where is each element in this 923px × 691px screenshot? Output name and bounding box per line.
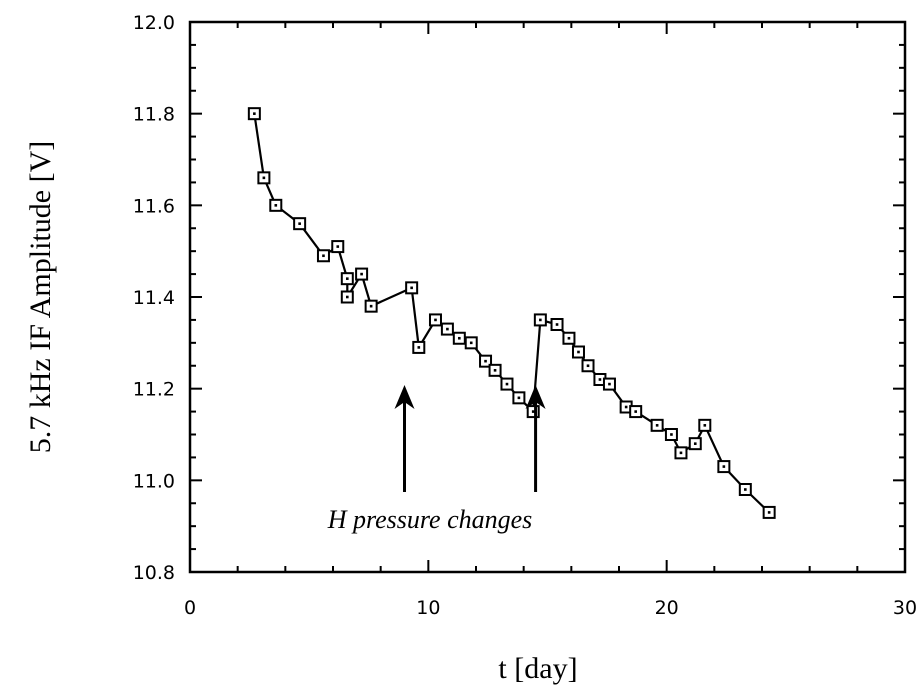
data-point-dot <box>253 112 256 115</box>
x-tick-label: 10 <box>416 597 440 619</box>
data-point-dot <box>679 451 683 455</box>
data-point-dot <box>693 442 697 445</box>
annotation-arrow-head <box>394 385 415 409</box>
data-point-dot <box>517 396 521 400</box>
data-point-dot <box>410 286 413 290</box>
data-point-dot <box>434 318 437 322</box>
data-point-dot <box>417 346 421 349</box>
data-point-dot <box>469 341 473 345</box>
data-point-dot <box>262 176 266 180</box>
data-point-dot <box>670 433 673 436</box>
data-point-dot <box>608 382 611 386</box>
y-tick-label: 10.8 <box>133 562 175 584</box>
y-tick-label: 11.4 <box>133 287 175 309</box>
data-point-dot <box>360 272 363 276</box>
data-point-dot <box>322 254 325 258</box>
x-tick-label: 0 <box>184 597 196 619</box>
series-markers <box>247 107 776 519</box>
data-point-dot <box>346 277 349 280</box>
data-point-dot <box>555 323 559 326</box>
data-point-dot <box>336 245 340 248</box>
data-point-dot <box>484 359 487 363</box>
data-point-dot <box>703 424 707 427</box>
y-tick-label: 11.0 <box>133 470 175 492</box>
y-tick-label: 12.0 <box>133 12 175 34</box>
data-point-dot <box>577 350 580 354</box>
annotation-arrow-head <box>525 385 546 409</box>
data-point-dot <box>744 488 747 491</box>
data-point-dot <box>767 511 771 514</box>
y-tick-labels: 10.8 11.0 11.2 11.4 11.6 11.8 12.0 <box>133 12 175 584</box>
x-tick-label: 20 <box>655 597 679 619</box>
data-point-dot <box>567 336 571 340</box>
data-point-dot <box>369 304 373 308</box>
data-point-dot <box>298 222 301 225</box>
ticks-layer <box>189 21 906 573</box>
y-tick-label: 11.6 <box>133 195 175 217</box>
data-point-dot <box>539 318 542 322</box>
x-tick-labels: 0 10 20 30 <box>184 597 917 619</box>
data-point-dot <box>458 336 461 340</box>
data-point-dot <box>655 424 659 427</box>
data-point-dot <box>505 382 509 386</box>
annotation-text: H pressure changes <box>327 505 533 534</box>
data-point-dot <box>634 410 637 413</box>
x-tick-label: 30 <box>893 597 917 619</box>
y-tick-label: 11.2 <box>133 379 175 401</box>
plot-frame <box>188 20 907 574</box>
x-axis-label: t [day] <box>498 652 577 685</box>
data-point-dot <box>722 465 726 468</box>
series-line <box>253 113 770 514</box>
annotation-arrows <box>394 385 546 492</box>
y-tick-label: 11.8 <box>133 104 175 126</box>
data-point-dot <box>346 295 349 299</box>
data-point-dot <box>274 204 278 207</box>
data-point-dot <box>446 327 449 331</box>
data-point-dot <box>598 378 602 381</box>
data-point-dot <box>624 405 628 409</box>
data-point-dot <box>493 369 497 372</box>
y-axis-label: 5.7 kHz IF Amplitude [V] <box>24 141 57 453</box>
data-point-dot <box>586 364 590 368</box>
data-point-dot <box>531 410 535 413</box>
